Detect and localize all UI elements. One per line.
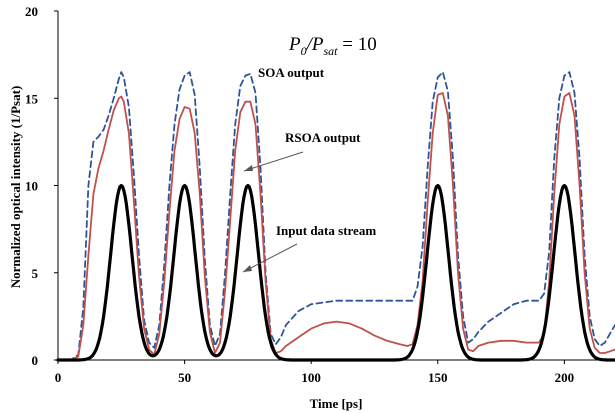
y-tick-label: 20 <box>25 4 38 19</box>
annotation-input: Input data stream <box>242 223 376 273</box>
equation-label: P0/Psat = 10 <box>288 34 377 58</box>
y-ticks: 0 5 10 15 20 <box>25 4 58 368</box>
y-tick-label: 10 <box>25 179 38 194</box>
x-tick-label: 100 <box>301 370 321 385</box>
annotation-input-text: Input data stream <box>276 223 376 238</box>
x-ticks: 0 50 100 150 200 <box>55 360 574 385</box>
annotation-input-arrowhead <box>243 265 252 272</box>
x-tick-label: 150 <box>428 370 448 385</box>
annotation-rsoa-arrowhead <box>244 165 253 171</box>
x-tick-label: 50 <box>178 370 191 385</box>
annotation-rsoa-arrow <box>243 151 304 172</box>
y-tick-label: 15 <box>25 91 39 106</box>
annotation-soa-text: SOA output <box>258 65 325 80</box>
y-tick-label: 0 <box>32 353 39 368</box>
x-axis-title: Time [ps] <box>310 396 363 411</box>
equation-psat: /P <box>306 34 324 55</box>
x-tick-label: 200 <box>555 370 575 385</box>
series-line-input <box>56 183 615 362</box>
y-tick-label: 5 <box>32 266 39 281</box>
equation-value: = 10 <box>338 34 377 55</box>
annotation-soa: SOA output <box>258 65 325 80</box>
equation-psat-sub: sat <box>324 44 339 58</box>
annotation-input-arrow <box>242 243 298 273</box>
equation-p0: P <box>288 34 301 55</box>
series-layer <box>56 71 615 362</box>
annotation-rsoa: RSOA output <box>243 130 361 172</box>
annotation-rsoa-text: RSOA output <box>285 130 361 145</box>
x-tick-label: 0 <box>55 370 62 385</box>
equation-p0-sub: 0 <box>301 44 307 58</box>
plot-area: 0 5 10 15 20 0 50 100 150 200 <box>25 4 615 385</box>
series-line-soa <box>57 71 615 361</box>
y-axis-title: Normalized optical intensity (1/Psat) <box>8 86 23 289</box>
